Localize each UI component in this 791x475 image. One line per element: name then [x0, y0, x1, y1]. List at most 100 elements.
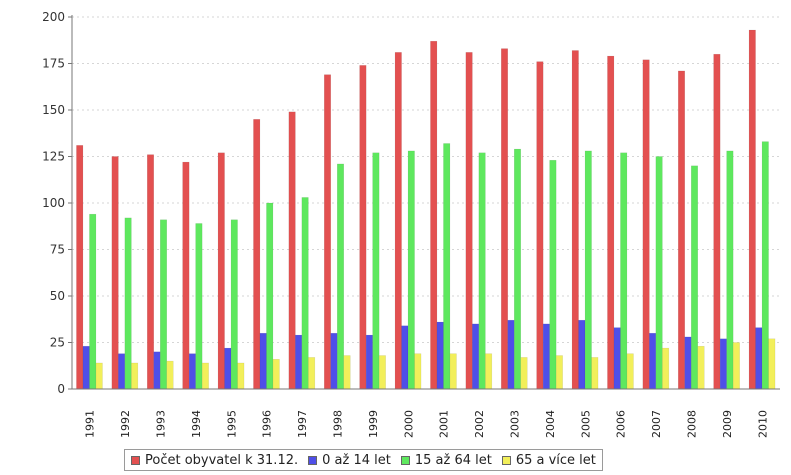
bar-3-1991 [95, 362, 103, 390]
x-tick-label-2005: 2005 [579, 410, 592, 438]
legend-swatch-0-14 [308, 455, 318, 465]
x-tick-label-2010: 2010 [756, 410, 769, 438]
bar-2-2001 [443, 143, 451, 390]
x-tick-label-2007: 2007 [650, 410, 663, 438]
bar-2-2006 [620, 152, 628, 390]
x-tick-label-1998: 1998 [332, 410, 345, 438]
bar-2-2009 [726, 150, 734, 390]
bar-3-1997 [308, 357, 316, 390]
bar-0-1991 [76, 145, 84, 390]
y-tick-label-25: 25 [50, 336, 65, 350]
legend-swatch-total [131, 455, 140, 465]
bar-3-2008 [697, 345, 705, 390]
bar-3-2003 [520, 357, 528, 390]
bar-1-1998 [330, 332, 338, 390]
y-tick-label-150: 150 [42, 103, 65, 117]
bar-3-2005 [591, 357, 599, 390]
bar-1-2000 [401, 325, 409, 390]
x-tick-label-2004: 2004 [544, 410, 557, 438]
bar-3-1999 [378, 355, 386, 390]
bar-0-2006 [607, 55, 615, 390]
bar-2-2005 [584, 150, 592, 390]
bar-3-1992 [131, 362, 139, 390]
bar-3-1998 [343, 355, 351, 390]
bar-3-2007 [662, 347, 670, 390]
x-tick-label-2002: 2002 [473, 410, 486, 438]
bar-0-2003 [501, 48, 508, 390]
bar-0-2004 [536, 61, 544, 390]
bar-2-2008 [691, 165, 698, 390]
bar-1-2009 [719, 338, 727, 390]
bar-0-2001 [430, 40, 438, 390]
x-tick-label-2000: 2000 [402, 410, 415, 438]
bar-2-1996 [266, 202, 274, 390]
bar-1-2007 [649, 332, 657, 390]
y-tick-label-75: 75 [50, 243, 65, 257]
legend-swatch-15-64 [400, 455, 410, 465]
bar-1-2008 [684, 336, 692, 390]
bar-0-1996 [253, 119, 261, 390]
bar-2-2003 [514, 148, 521, 390]
bar-1-2002 [472, 323, 480, 390]
bar-2-1994 [195, 223, 203, 390]
bar-0-1992 [111, 156, 119, 390]
bar-0-2009 [713, 53, 721, 390]
bar-2-1999 [372, 152, 380, 390]
x-tick-label-1992: 1992 [119, 410, 132, 438]
x-tick-label-1995: 1995 [225, 410, 238, 438]
x-tick-label-1999: 1999 [367, 410, 380, 438]
bar-3-1995 [237, 362, 245, 390]
bar-1-1994 [188, 353, 196, 390]
bar-0-1995 [217, 152, 225, 390]
bar-0-1997 [288, 111, 296, 390]
bar-3-1993 [166, 360, 174, 390]
bar-2-2007 [655, 156, 663, 390]
bar-2-2002 [478, 152, 486, 390]
bar-1-2006 [613, 327, 621, 390]
legend-item-65-plus: 65 a více let [501, 452, 596, 468]
legend-swatch-65-plus [501, 455, 511, 465]
bar-3-1996 [272, 358, 280, 390]
bar-0-1993 [147, 154, 154, 390]
bar-0-2010 [748, 29, 756, 390]
x-tick-label-2009: 2009 [721, 410, 734, 438]
bar-1-1995 [224, 347, 232, 390]
bar-1-1996 [259, 332, 267, 390]
x-tick-label-1997: 1997 [296, 410, 309, 438]
bar-0-2002 [465, 52, 473, 390]
bar-3-2006 [626, 353, 634, 390]
bar-0-2007 [642, 59, 650, 390]
bar-1-1999 [365, 334, 373, 390]
legend: Počet obyvatel k 31.12. 0 až 14 let 15 a… [124, 449, 603, 471]
y-tick-labels: 0 25 50 75 100 125 150 175 200 [42, 10, 65, 396]
x-tick-labels: 1991 1992 1993 1994 1995 1996 1997 1998 1999 2000… [84, 410, 770, 438]
x-tick-label-2003: 2003 [509, 410, 522, 438]
y-tick-label-100: 100 [42, 196, 65, 210]
bar-1-1991 [82, 345, 90, 390]
x-tick-label-2008: 2008 [686, 410, 699, 438]
bar-1-2005 [578, 319, 586, 390]
bar-3-2004 [555, 355, 563, 390]
bar-3-2010 [768, 338, 776, 390]
bar-1-2004 [542, 323, 550, 390]
y-tick-label-0: 0 [57, 382, 65, 396]
bar-0-2008 [678, 70, 685, 390]
bar-1-2010 [755, 327, 763, 390]
bars [76, 29, 776, 390]
bar-0-1994 [182, 161, 190, 390]
legend-label-65-plus: 65 a více let [515, 452, 596, 468]
bar-0-2000 [394, 52, 402, 390]
bar-0-1999 [359, 65, 367, 390]
bar-1-2003 [507, 319, 515, 390]
bar-2-2004 [549, 159, 557, 390]
bar-1-1993 [153, 351, 161, 390]
legend-item-total: Počet obyvatel k 31.12. [131, 453, 298, 468]
legend-item-0-14: 0 až 14 let [308, 453, 391, 468]
x-tick-label-1996: 1996 [261, 410, 274, 438]
bar-3-2001 [449, 353, 457, 390]
axes [68, 15, 780, 390]
x-tick-label-1994: 1994 [190, 410, 203, 438]
x-tick-label-2006: 2006 [615, 410, 628, 438]
grid-lines [72, 16, 780, 343]
